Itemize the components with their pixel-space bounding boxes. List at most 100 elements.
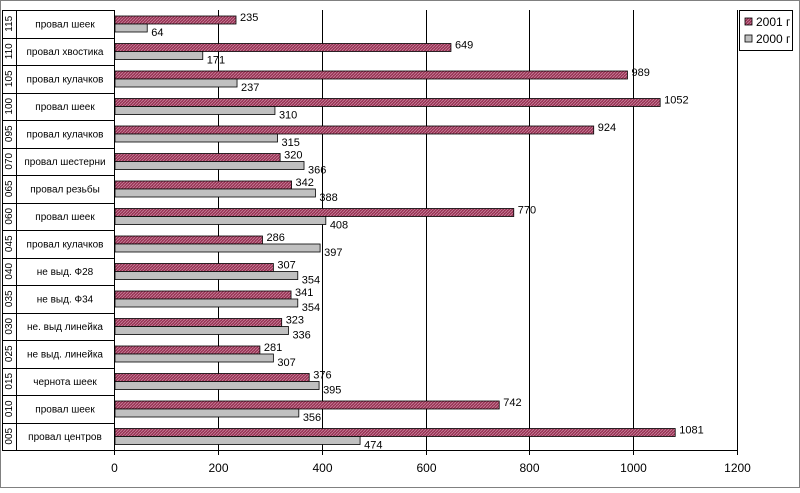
bar-2001 — [114, 98, 661, 107]
value-label-2000: 474 — [364, 440, 382, 452]
bar-2001 — [114, 180, 292, 190]
category-label: провал шестерни — [24, 157, 105, 168]
value-label-2000: 354 — [302, 275, 320, 287]
category-label: не. выд линейка — [27, 322, 103, 333]
bar-2000 — [114, 133, 278, 143]
category-label: провал резьбы — [30, 183, 100, 195]
bar-2001 — [114, 373, 310, 382]
bar-2001 — [114, 290, 292, 300]
value-label-2001: 286 — [266, 232, 284, 244]
value-label-2001: 323 — [286, 315, 304, 327]
value-label-2000: 315 — [282, 137, 300, 149]
bar-2000 — [114, 271, 299, 280]
value-label-2001: 649 — [455, 40, 473, 52]
value-label-2000: 395 — [323, 385, 341, 397]
category-code: 065 — [4, 180, 15, 197]
value-label-2000: 237 — [241, 82, 259, 94]
value-label-2001: 1081 — [679, 425, 703, 437]
category-code: 115 — [4, 15, 15, 31]
value-label-2000: 408 — [330, 220, 348, 232]
legend-label-2001: 2001 г — [756, 15, 791, 29]
bar-2000 — [114, 78, 238, 88]
bar-2001 — [114, 318, 283, 327]
bar-2000 — [114, 216, 327, 225]
bar-2000 — [114, 188, 316, 198]
bar-2000 — [114, 243, 321, 253]
value-label-2001: 307 — [277, 260, 295, 272]
value-label-2000: 354 — [302, 302, 320, 314]
bar-2000 — [114, 51, 204, 60]
bar-2000 — [114, 408, 300, 418]
value-label-2000: 64 — [151, 27, 163, 39]
legend-swatch-2000 — [744, 34, 753, 43]
category-code: 060 — [4, 207, 15, 224]
bar-2000 — [114, 298, 299, 308]
value-label-2000: 388 — [319, 192, 337, 204]
value-label-2001: 235 — [240, 12, 258, 24]
category-label: провал хвостика — [27, 47, 104, 58]
category-code: 110 — [4, 43, 15, 59]
value-label-2000: 336 — [292, 330, 310, 342]
bar-2000 — [114, 353, 274, 363]
value-label-2000: 366 — [308, 165, 326, 177]
category-code: 015 — [4, 372, 15, 389]
value-label-2001: 320 — [284, 150, 302, 162]
category-code: 095 — [4, 125, 15, 142]
x-tick-label: 200 — [208, 461, 228, 475]
category-label: не выд. Ф28 — [37, 267, 94, 278]
x-tick-label: 1000 — [620, 461, 647, 475]
category-label: провал шеек — [35, 102, 95, 113]
value-label-2000: 171 — [207, 55, 225, 67]
category-label: не выд. Ф34 — [37, 294, 94, 305]
category-label: не выд. линейка — [27, 349, 103, 360]
bar-2000 — [114, 106, 276, 115]
value-label-2001: 989 — [631, 67, 649, 79]
value-label-2001: 281 — [264, 342, 282, 354]
value-label-2001: 376 — [313, 370, 331, 382]
bar-2001 — [114, 153, 281, 162]
x-tick-label: 800 — [519, 461, 539, 475]
category-code: 040 — [4, 262, 15, 279]
value-label-2000: 397 — [324, 247, 342, 259]
category-label: провал шеек — [35, 212, 95, 223]
category-label: провал кулачков — [27, 239, 104, 250]
category-code: 105 — [4, 70, 15, 87]
x-tick-label: 600 — [416, 461, 436, 475]
category-label: провал центров — [28, 432, 102, 443]
value-label-2001: 342 — [296, 177, 314, 189]
value-label-2001: 742 — [503, 397, 521, 409]
category-code: 035 — [4, 290, 15, 307]
x-tick-label: 400 — [312, 461, 332, 475]
category-code: 005 — [4, 427, 15, 444]
category-label: провал кулачков — [27, 74, 104, 85]
category-code: 025 — [4, 345, 15, 362]
value-label-2000: 307 — [277, 357, 295, 369]
bar-2001 — [114, 263, 274, 272]
bar-2001 — [114, 400, 500, 410]
value-label-2000: 356 — [303, 412, 321, 424]
category-label: чернота шеек — [33, 377, 97, 388]
legend-label-2000: 2000 г — [756, 32, 791, 46]
bar-2000 — [114, 381, 320, 390]
bar-2001 — [114, 70, 628, 80]
bar-2000 — [114, 436, 361, 445]
bar-2001 — [114, 345, 261, 355]
value-label-2001: 341 — [295, 287, 313, 299]
bar-2000 — [114, 326, 289, 335]
category-code: 010 — [4, 400, 15, 417]
bar-2001 — [114, 125, 595, 135]
category-code: 045 — [4, 235, 15, 252]
value-label-2001: 924 — [598, 122, 616, 134]
legend-swatch-2001 — [744, 17, 753, 26]
category-label: провал шеек — [35, 404, 95, 415]
bar-2001 — [114, 43, 452, 52]
value-label-2001: 770 — [518, 205, 536, 217]
bar-2000 — [114, 161, 305, 170]
bar-2001 — [114, 15, 237, 25]
legend-box — [739, 10, 793, 51]
bar-2000 — [114, 23, 148, 33]
value-label-2000: 310 — [279, 110, 297, 122]
value-label-2001: 1052 — [664, 95, 688, 107]
x-tick-label: 0 — [111, 461, 118, 475]
